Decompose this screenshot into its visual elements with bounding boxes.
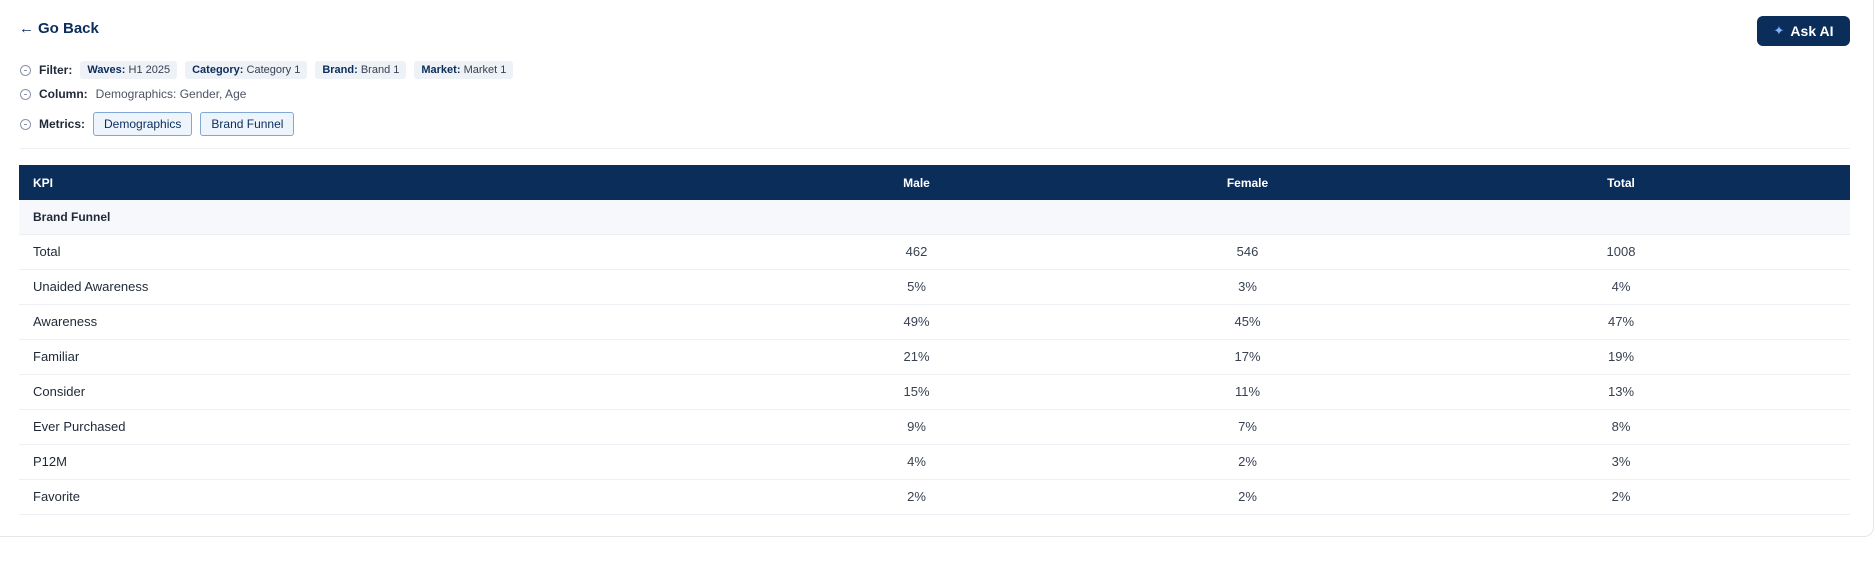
female-cell: 2% xyxy=(1103,444,1392,480)
go-back-label: Go Back xyxy=(38,20,99,37)
male-cell: 49% xyxy=(730,304,1103,340)
filter-chip-market[interactable]: Market: Market 1 xyxy=(414,61,514,79)
chip-value: Market 1 xyxy=(463,64,507,76)
total-cell: 2% xyxy=(1392,479,1850,515)
total-cell: 4% xyxy=(1392,269,1850,305)
chip-value: H1 2025 xyxy=(128,64,171,76)
go-back-button[interactable]: ← Go Back xyxy=(19,20,99,37)
table-row: Favorite 2% 2% 2% xyxy=(19,479,1850,515)
arrow-left-icon: ← xyxy=(19,20,34,37)
kpi-table: KPI Male Female Total Brand Funnel Total… xyxy=(19,165,1850,515)
total-cell: 3% xyxy=(1392,444,1850,480)
filter-label: Filter: xyxy=(39,63,73,77)
female-cell: 45% xyxy=(1103,304,1392,340)
male-cell: 15% xyxy=(730,374,1103,410)
table-header-row: KPI Male Female Total xyxy=(19,165,1850,200)
metric-demographics-button[interactable]: Demographics xyxy=(93,112,193,136)
metrics-row: Metrics: Demographics Brand Funnel xyxy=(20,112,302,136)
chip-value: Brand 1 xyxy=(360,64,400,76)
total-cell: 19% xyxy=(1392,339,1850,375)
total-cell: 13% xyxy=(1392,374,1850,410)
male-cell: 2% xyxy=(730,479,1103,515)
kpi-cell: Awareness xyxy=(19,304,730,340)
chip-value: Category 1 xyxy=(246,64,301,76)
female-cell: 11% xyxy=(1103,374,1392,410)
chip-key: Category: xyxy=(192,64,244,76)
female-cell: 7% xyxy=(1103,409,1392,445)
table-row: Unaided Awareness 5% 3% 4% xyxy=(19,269,1850,305)
male-cell: 462 xyxy=(730,234,1103,270)
filter-chip-waves[interactable]: Waves: H1 2025 xyxy=(80,61,178,79)
chip-key: Brand: xyxy=(322,64,358,76)
column-header-male[interactable]: Male xyxy=(730,165,1103,200)
female-cell: 3% xyxy=(1103,269,1392,305)
column-header-kpi[interactable]: KPI xyxy=(19,165,730,200)
male-cell: 4% xyxy=(730,444,1103,480)
column-value: Demographics: Gender, Age xyxy=(95,87,247,101)
chip-key: Waves: xyxy=(87,64,126,76)
filter-row: Filter: Waves: H1 2025 Category: Categor… xyxy=(20,61,521,79)
ask-ai-label: Ask AI xyxy=(1790,23,1834,39)
table-row: Consider 15% 11% 13% xyxy=(19,374,1850,410)
column-header-total[interactable]: Total xyxy=(1392,165,1850,200)
column-row: Column: Demographics: Gender, Age xyxy=(20,87,246,101)
table-row: Ever Purchased 9% 7% 8% xyxy=(19,409,1850,445)
section-title: Brand Funnel xyxy=(19,200,1850,235)
kpi-cell: Familiar xyxy=(19,339,730,375)
table-row: Familiar 21% 17% 19% xyxy=(19,339,1850,375)
female-cell: 17% xyxy=(1103,339,1392,375)
chip-key: Market: xyxy=(421,64,461,76)
table-row: P12M 4% 2% 3% xyxy=(19,444,1850,480)
section-row: Brand Funnel xyxy=(19,200,1850,235)
metric-brand-funnel-button[interactable]: Brand Funnel xyxy=(200,112,295,136)
total-cell: 8% xyxy=(1392,409,1850,445)
kpi-cell: Favorite xyxy=(19,479,730,515)
info-icon[interactable] xyxy=(20,64,31,76)
female-cell: 546 xyxy=(1103,234,1392,270)
female-cell: 2% xyxy=(1103,479,1392,515)
metrics-label: Metrics: xyxy=(39,117,86,131)
column-header-female[interactable]: Female xyxy=(1103,165,1392,200)
table-row: Total 462 546 1008 xyxy=(19,234,1850,270)
male-cell: 21% xyxy=(730,339,1103,375)
sparkle-icon: ✦ xyxy=(1773,23,1785,38)
kpi-cell: Ever Purchased xyxy=(19,409,730,445)
filter-chip-brand[interactable]: Brand: Brand 1 xyxy=(315,61,407,79)
info-icon[interactable] xyxy=(20,118,31,130)
column-label: Column: xyxy=(39,87,88,101)
kpi-cell: Unaided Awareness xyxy=(19,269,730,305)
total-cell: 47% xyxy=(1392,304,1850,340)
info-icon[interactable] xyxy=(20,88,31,100)
report-card: ← Go Back ✦ Ask AI Filter: Waves: H1 202… xyxy=(0,0,1874,537)
divider xyxy=(20,148,1850,149)
filter-chip-category[interactable]: Category: Category 1 xyxy=(185,61,308,79)
kpi-cell: Total xyxy=(19,234,730,270)
male-cell: 9% xyxy=(730,409,1103,445)
table-row: Awareness 49% 45% 47% xyxy=(19,304,1850,340)
kpi-cell: P12M xyxy=(19,444,730,480)
total-cell: 1008 xyxy=(1392,234,1850,270)
male-cell: 5% xyxy=(730,269,1103,305)
kpi-cell: Consider xyxy=(19,374,730,410)
ask-ai-button[interactable]: ✦ Ask AI xyxy=(1757,16,1850,46)
